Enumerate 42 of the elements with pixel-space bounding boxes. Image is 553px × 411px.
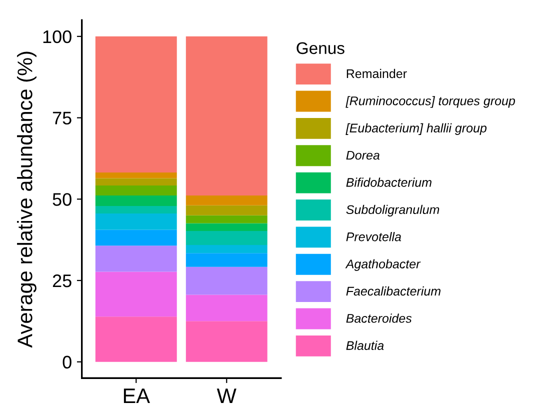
bar <box>186 196 268 206</box>
bar <box>186 215 268 224</box>
legend-title: Genus <box>296 42 344 54</box>
legend-label: Dorea <box>346 150 380 160</box>
legend-label: Faecalibacterium <box>346 286 440 296</box>
bar <box>186 223 268 232</box>
bar <box>95 172 177 178</box>
bar <box>186 205 268 216</box>
x-tick-label: EA <box>124 388 150 403</box>
legend-label: [Eubacterium] hallii group <box>346 123 487 135</box>
bar <box>95 213 177 230</box>
bar <box>95 230 177 246</box>
bar <box>95 246 177 272</box>
bar <box>95 178 177 186</box>
bar <box>186 321 268 362</box>
bar <box>186 266 268 295</box>
y-tick-label: 25 <box>52 274 72 288</box>
bar <box>95 36 177 172</box>
y-tick-label: 75 <box>52 112 72 124</box>
legend-label: Prevotella <box>346 232 402 242</box>
legend-label: Bifidobacterium <box>346 178 432 187</box>
legend-label: Subdoligranulum <box>346 204 440 217</box>
y-tick-label: 100 <box>43 30 72 44</box>
bar <box>95 272 177 317</box>
bar <box>186 294 268 322</box>
bar <box>95 185 177 196</box>
bar <box>95 316 177 362</box>
y-tick-label: 0 <box>62 356 72 369</box>
bar <box>186 36 268 196</box>
legend-label: Remainder <box>346 68 407 78</box>
y-axis-title: Average relative abundance (%) <box>17 52 36 348</box>
legend-label: [Ruminococcus] torques group <box>346 96 516 108</box>
legend-label: Blautia <box>346 340 384 350</box>
bar <box>186 253 268 267</box>
bar <box>186 245 268 254</box>
bar <box>186 231 268 246</box>
x-tick-label: W <box>216 388 236 403</box>
legend-label: Bacteroides <box>346 314 412 323</box>
legend-label: Agathobacter <box>345 259 421 271</box>
bar <box>95 196 177 206</box>
bar <box>95 206 177 214</box>
y-tick-label: 50 <box>52 193 72 206</box>
